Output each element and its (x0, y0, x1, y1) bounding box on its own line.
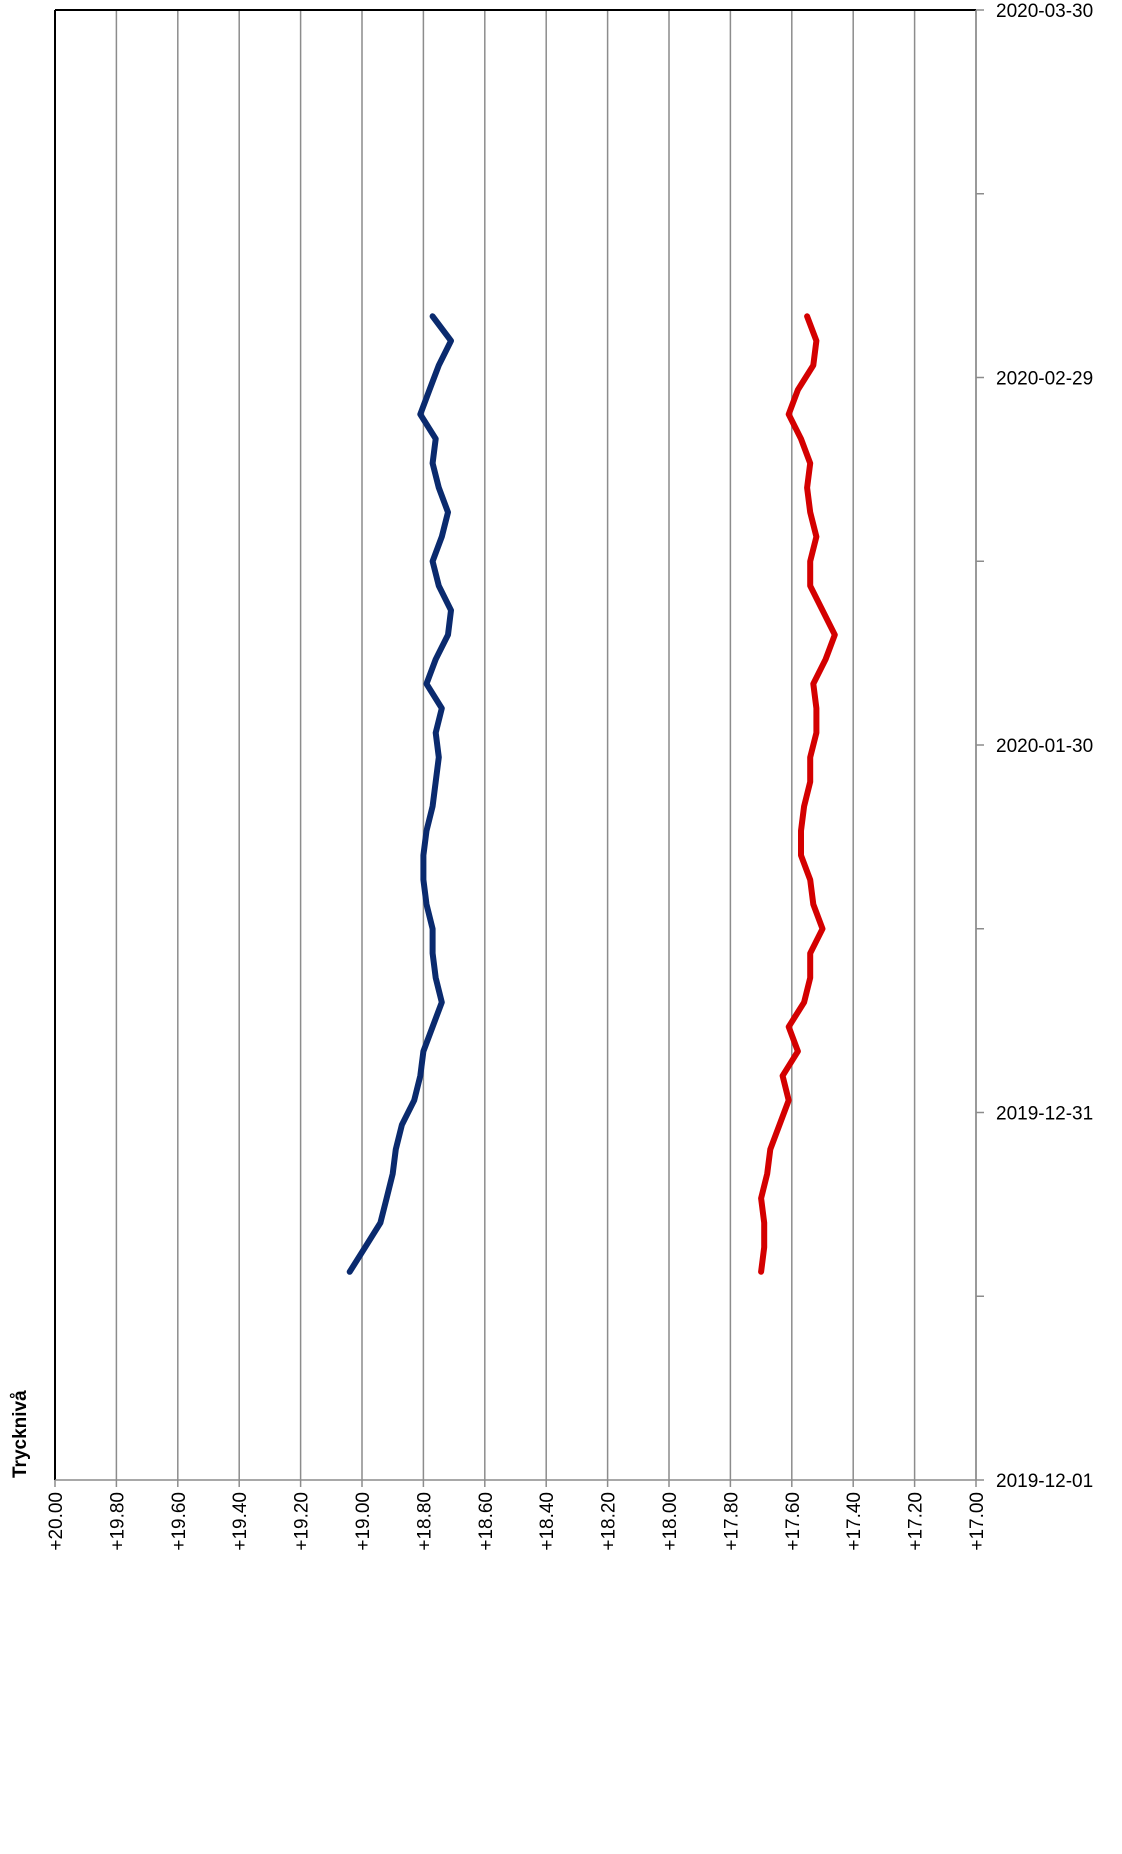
value-tick-label: +17.80 (721, 1492, 742, 1551)
value-tick-label: +18.40 (537, 1492, 558, 1551)
date-tick-label: 2020-02-29 (996, 369, 1093, 390)
series-line (346, 313, 454, 1275)
value-tick-label: +19.00 (353, 1492, 374, 1551)
date-tick-label: 2020-03-30 (996, 1, 1093, 22)
value-tick-label: +18.00 (660, 1492, 681, 1551)
axis-label: Trycknivå (10, 1390, 31, 1478)
value-tick-label: +19.40 (230, 1492, 251, 1551)
value-tick-label: +20.00 (46, 1492, 67, 1551)
value-tick-label: +18.80 (414, 1492, 435, 1551)
series-line (758, 313, 838, 1275)
value-tick-label: +17.00 (967, 1492, 988, 1551)
date-tick-label: 2019-12-31 (996, 1104, 1093, 1125)
value-tick-label: +17.60 (783, 1492, 804, 1551)
value-tick-label: +17.40 (844, 1492, 865, 1551)
value-tick-label: +17.20 (906, 1492, 927, 1551)
value-tick-label: +19.20 (292, 1492, 313, 1551)
date-tick-label: 2019-12-01 (996, 1471, 1093, 1492)
value-tick-label: +19.60 (169, 1492, 190, 1551)
date-tick-label: 2020-01-30 (996, 736, 1093, 757)
value-tick-label: +18.20 (599, 1492, 620, 1551)
value-tick-label: +18.60 (476, 1492, 497, 1551)
value-tick-label: +19.80 (107, 1492, 128, 1551)
